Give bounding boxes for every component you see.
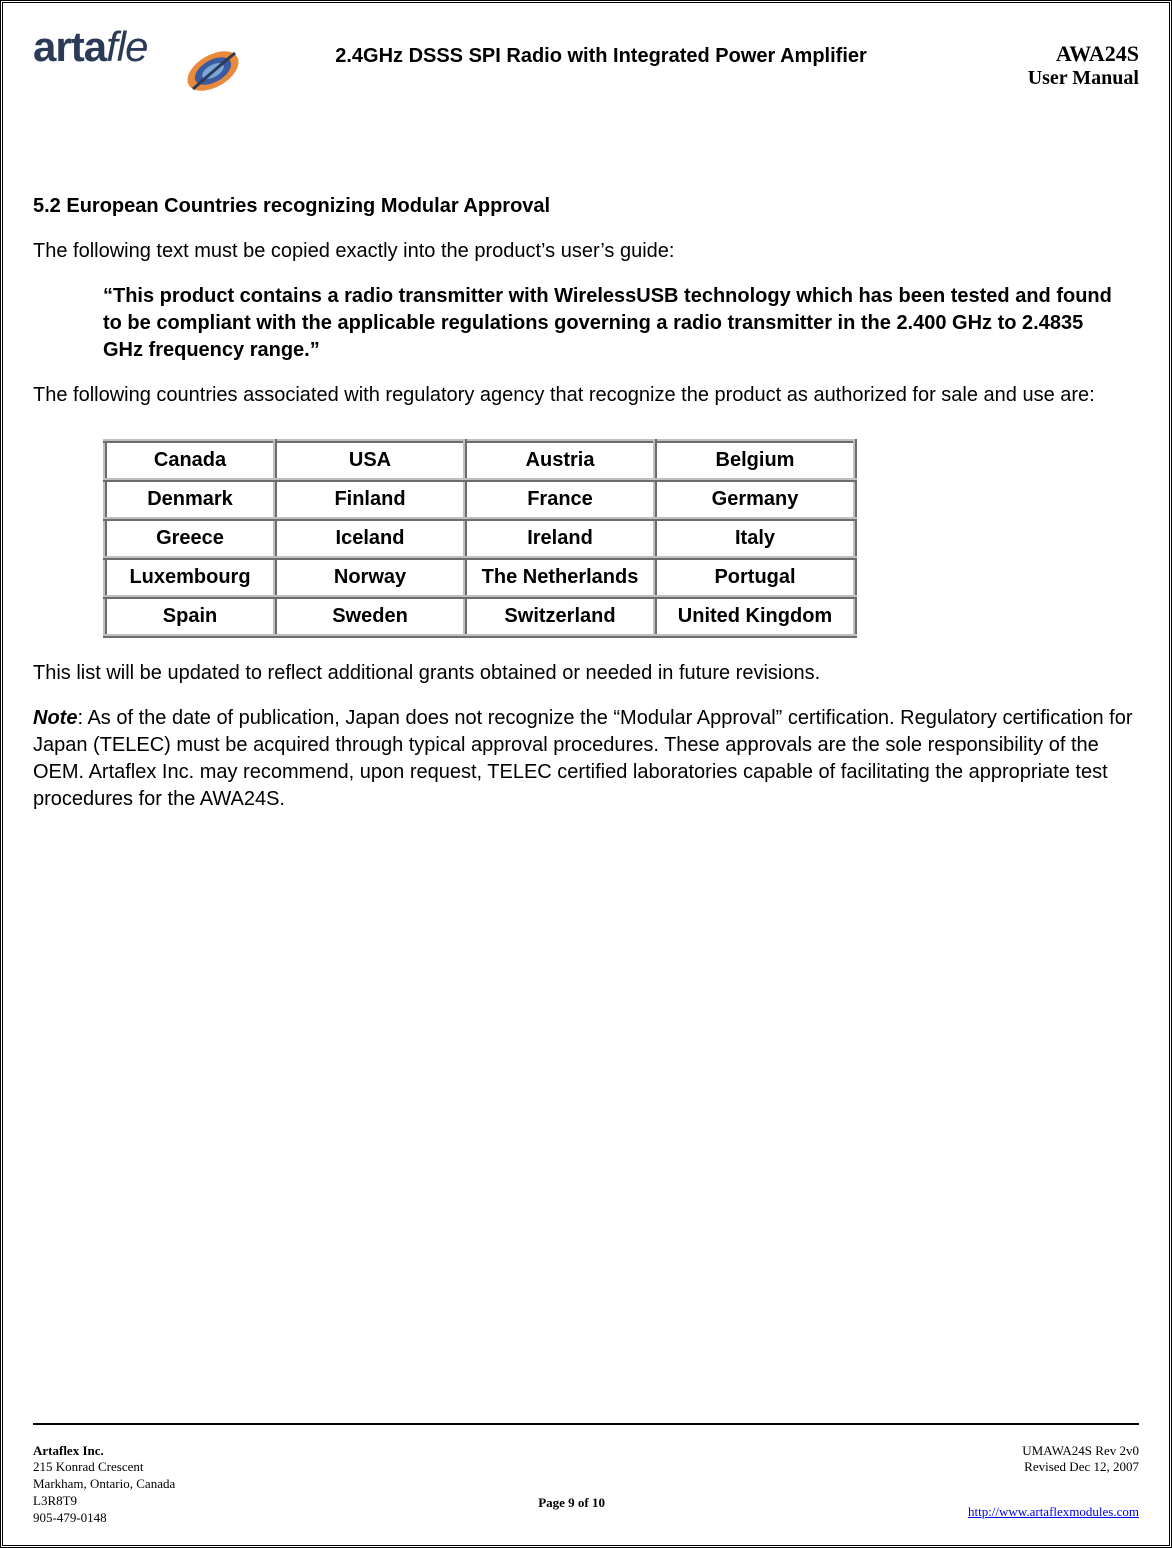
country-cell: Greece xyxy=(105,519,275,558)
footer-phone: 905-479-0148 xyxy=(33,1510,175,1527)
main-content: 5.2 European Countries recognizing Modul… xyxy=(33,193,1139,813)
note-body: : As of the date of publication, Japan d… xyxy=(33,707,1133,810)
country-cell: Spain xyxy=(105,597,275,636)
footer-address-line: Markham, Ontario, Canada xyxy=(33,1476,175,1493)
note-paragraph: Note: As of the date of publication, Jap… xyxy=(33,705,1139,813)
country-cell: Ireland xyxy=(465,519,655,558)
country-cell: Luxembourg xyxy=(105,558,275,597)
logo-text-bold: arta xyxy=(33,23,106,70)
page-number: Page 9 of 10 xyxy=(538,1459,605,1511)
pre-table-paragraph: The following countries associated with … xyxy=(33,382,1139,409)
footer-revision: UMAWA24S Rev 2v0 xyxy=(968,1443,1139,1460)
countries-table-container: Canada USA Austria Belgium Denmark Finla… xyxy=(33,427,1139,660)
doc-type-label: User Manual xyxy=(959,67,1139,90)
country-cell: Portugal xyxy=(655,558,855,597)
table-row: Spain Sweden Switzerland United Kingdom xyxy=(105,597,855,636)
post-table-paragraph: This list will be updated to reflect add… xyxy=(33,660,1139,687)
country-cell: Switzerland xyxy=(465,597,655,636)
footer-url-link[interactable]: http://www.artaflexmodules.com xyxy=(968,1504,1139,1519)
country-cell: Iceland xyxy=(275,519,465,558)
table-row: Denmark Finland France Germany xyxy=(105,480,855,519)
country-cell: The Netherlands xyxy=(465,558,655,597)
page-footer: Artaflex Inc. 215 Konrad Crescent Markha… xyxy=(33,1443,1139,1527)
country-cell: Austria xyxy=(465,441,655,480)
footer-revision-block: UMAWA24S Rev 2v0 Revised Dec 12, 2007 ht… xyxy=(968,1443,1139,1522)
footer-divider xyxy=(33,1423,1139,1425)
document-id-block: AWA24S User Manual xyxy=(959,23,1139,90)
country-cell: Denmark xyxy=(105,480,275,519)
quoted-compliance-text: “This product contains a radio transmitt… xyxy=(33,283,1139,364)
country-cell: Italy xyxy=(655,519,855,558)
country-cell: Canada xyxy=(105,441,275,480)
country-cell: United Kingdom xyxy=(655,597,855,636)
country-cell: Belgium xyxy=(655,441,855,480)
logo-text-italic: fle xyxy=(106,23,147,70)
leaf-icon xyxy=(183,41,253,116)
document-title: 2.4GHz DSSS SPI Radio with Integrated Po… xyxy=(243,23,959,68)
table-row: Canada USA Austria Belgium xyxy=(105,441,855,480)
footer-company-name: Artaflex Inc. xyxy=(33,1443,175,1460)
page-header: artafle 2.4GHz DSSS SPI Radio with Integ… xyxy=(33,23,1139,123)
footer-address-block: Artaflex Inc. 215 Konrad Crescent Markha… xyxy=(33,1443,175,1527)
table-row: Greece Iceland Ireland Italy xyxy=(105,519,855,558)
country-cell: Finland xyxy=(275,480,465,519)
company-logo: artafle xyxy=(33,23,243,123)
country-cell: Sweden xyxy=(275,597,465,636)
footer-address-line: L3R8T9 xyxy=(33,1493,175,1510)
product-code: AWA24S xyxy=(959,41,1139,67)
country-cell: Norway xyxy=(275,558,465,597)
countries-table: Canada USA Austria Belgium Denmark Finla… xyxy=(103,439,857,638)
country-cell: France xyxy=(465,480,655,519)
footer-date: Revised Dec 12, 2007 xyxy=(968,1459,1139,1476)
footer-address-line: 215 Konrad Crescent xyxy=(33,1459,175,1476)
country-cell: USA xyxy=(275,441,465,480)
table-row: Luxembourg Norway The Netherlands Portug… xyxy=(105,558,855,597)
country-cell: Germany xyxy=(655,480,855,519)
intro-paragraph: The following text must be copied exactl… xyxy=(33,238,1139,265)
note-label: Note xyxy=(33,707,77,729)
logo-text: artafle xyxy=(33,23,147,70)
section-heading: 5.2 European Countries recognizing Modul… xyxy=(33,193,1139,220)
